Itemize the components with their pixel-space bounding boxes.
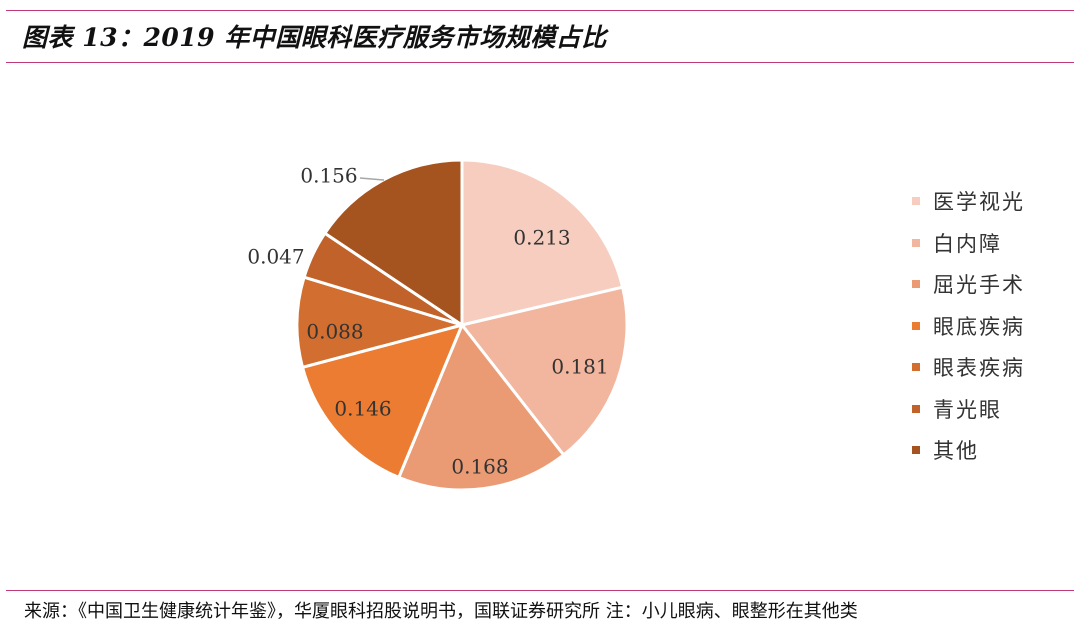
pie-slice-4	[300, 322, 465, 480]
pie-slice-5	[295, 275, 468, 370]
legend-item: 眼表疾病	[912, 352, 1025, 382]
data-label-2: 0.181	[551, 355, 608, 379]
data-label-6: 0.047	[247, 245, 304, 269]
top-rule	[6, 10, 1074, 11]
legend-swatch	[912, 404, 920, 413]
legend-label: 眼表疾病	[933, 356, 1025, 380]
legend-item: 其他	[912, 435, 979, 465]
legend-label: 青光眼	[933, 397, 1002, 422]
legend-item: 青光眼	[912, 394, 1002, 424]
legend-item: 屈光手术	[912, 269, 1025, 299]
legend-swatch	[912, 238, 920, 247]
pie-slice-1	[460, 158, 625, 327]
legend-swatch	[912, 363, 920, 371]
figure-title: 图表 13：2019 年中国眼科医疗服务市场规模占比	[22, 23, 607, 52]
title-underline	[6, 62, 1074, 63]
data-label-4: 0.146	[334, 397, 391, 421]
legend-label: 屈光手术	[933, 273, 1025, 297]
data-label-3: 0.168	[451, 455, 508, 479]
legend-item: 白内障	[912, 228, 1002, 258]
legend-swatch	[912, 197, 920, 205]
data-label-7: 0.156	[300, 164, 357, 188]
legend-item: 医学视光	[912, 186, 1025, 216]
legend-label: 白内障	[933, 231, 1002, 256]
bottom-rule	[6, 590, 1074, 591]
data-label-1: 0.213	[513, 226, 570, 250]
legend-swatch	[912, 321, 920, 330]
pie-slice-2	[459, 285, 629, 458]
pie-slice-3	[396, 322, 566, 492]
legend-swatch	[912, 280, 920, 288]
legend-label: 其他	[933, 439, 979, 463]
legend-label: 眼底疾病	[933, 314, 1025, 339]
data-label-5: 0.088	[306, 320, 363, 344]
legend-item: 眼底疾病	[912, 311, 1025, 341]
legend-swatch	[912, 446, 920, 454]
source-note: 来源：《中国卫生健康统计年鉴》，华厦眼科招股说明书，国联证券研究所 注：小儿眼病…	[24, 601, 858, 622]
pie-slice-7	[322, 158, 464, 328]
leader-line	[359, 177, 385, 181]
legend-label: 医学视光	[933, 190, 1025, 214]
